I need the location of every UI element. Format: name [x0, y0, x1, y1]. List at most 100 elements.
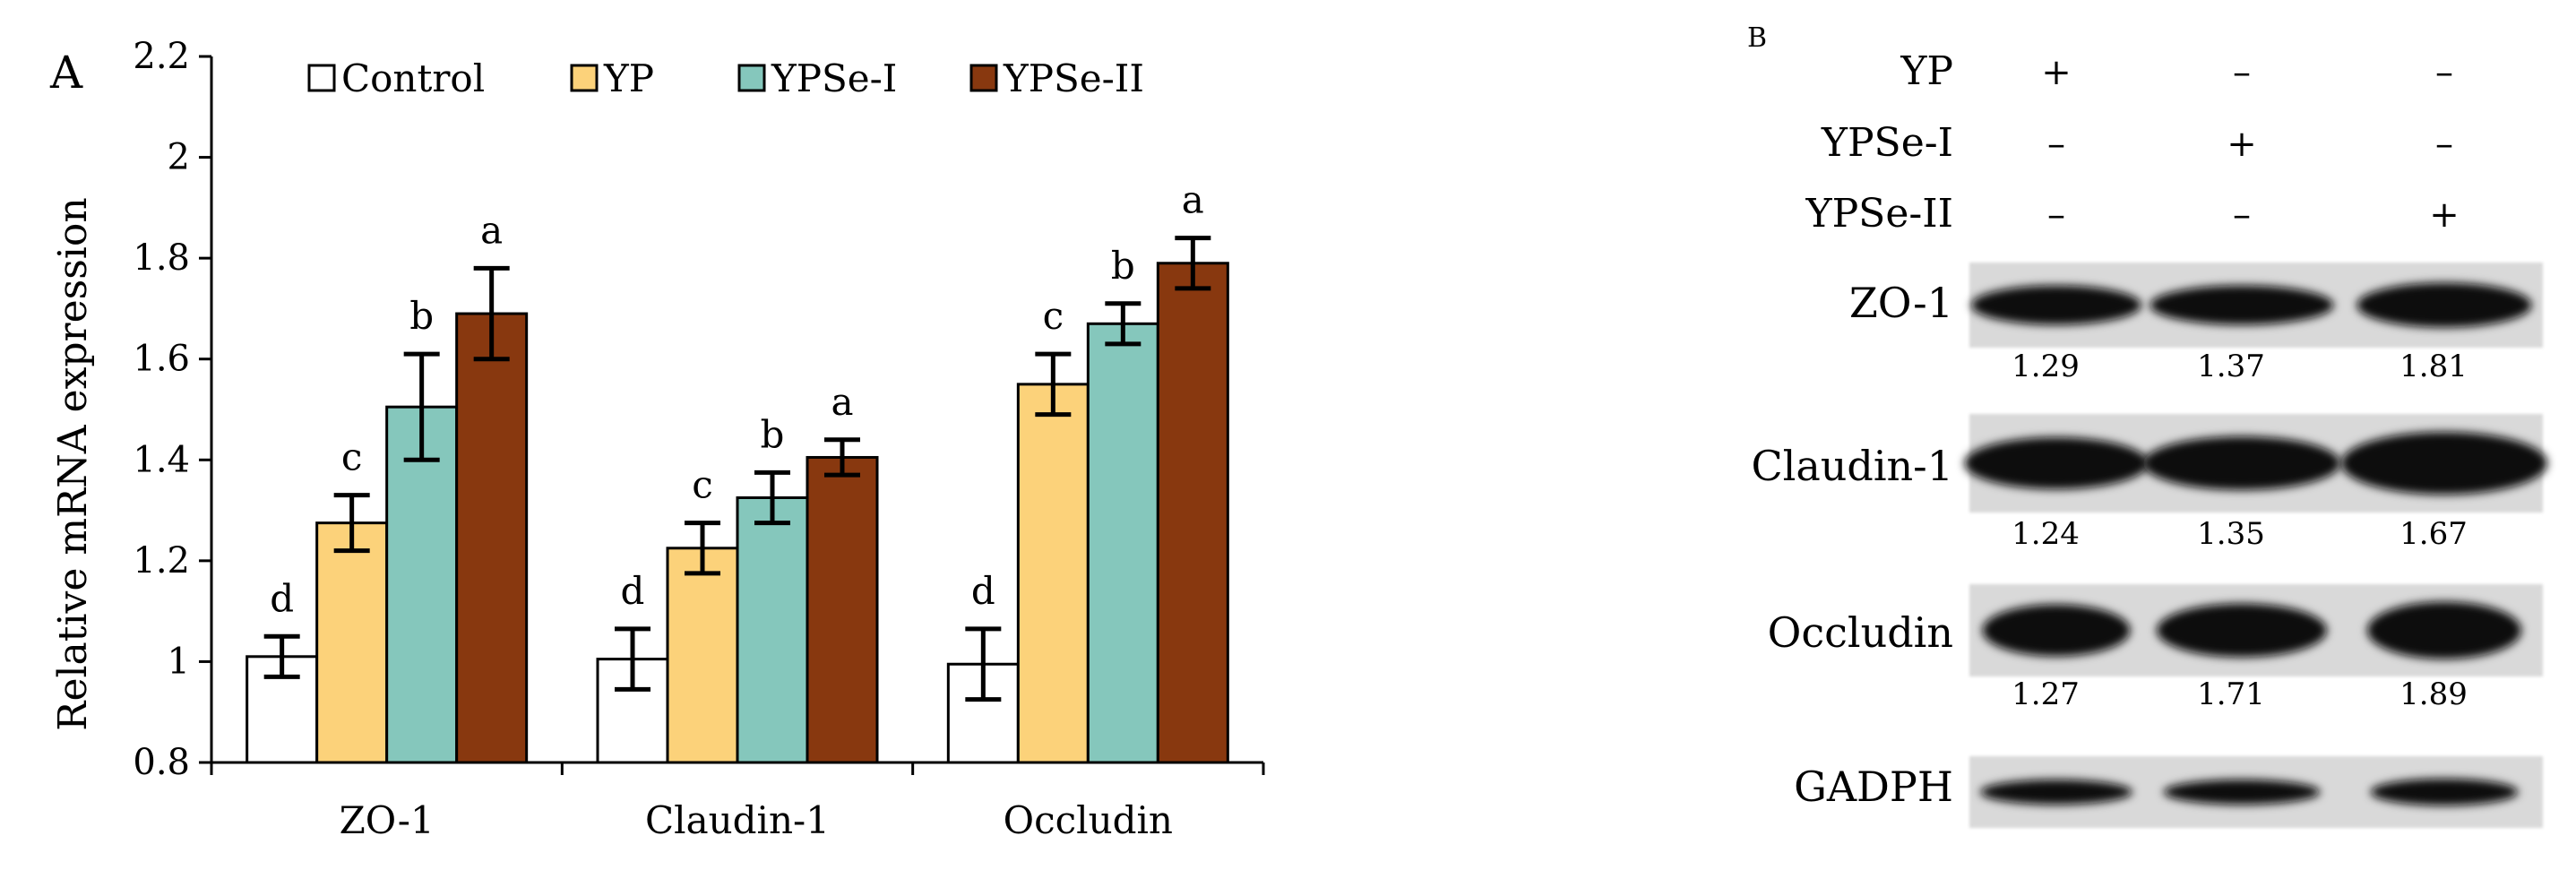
- blot-protein-label: GADPH: [1794, 762, 1953, 811]
- panel-b-western-blot: B YP + – – YPSe-I – + – YPSe-II – – + ZO-1 1.29 1.37 1…: [1747, 22, 2547, 828]
- bar-yp-occludin: [1016, 383, 1090, 764]
- treatment-label: YPSe-I: [1821, 120, 1953, 166]
- legend-label: YPSe-I: [771, 56, 897, 100]
- blot-protein-label: ZO-1: [1849, 279, 1953, 327]
- bar-ypse-i-occludin: [1086, 322, 1159, 764]
- error-bar: [1105, 301, 1142, 347]
- legend-swatch-control: [307, 64, 336, 92]
- significance-letter: b: [409, 294, 434, 338]
- error-bar: [615, 626, 650, 692]
- blot-claudin-1: Claudin-1 1.24 1.35 1.67: [1751, 414, 2547, 552]
- legend-label: YPSe-II: [1003, 56, 1144, 100]
- significance-letter: d: [621, 569, 645, 613]
- significance-letter: b: [1111, 244, 1135, 288]
- significance-letter: d: [971, 569, 995, 613]
- treatment-table: YP + – – YPSe-I – + – YPSe-II – – +: [1805, 48, 2460, 237]
- blot-strips: ZO-1 1.29 1.37 1.81 Claudin-1 1.24 1.35 1.67 Occ…: [1751, 263, 2547, 828]
- blot-band: [2367, 601, 2521, 659]
- y-tick-label: 1.8: [133, 237, 190, 279]
- significance-letter: b: [761, 412, 785, 456]
- treatment-label: YPSe-II: [1805, 191, 1953, 237]
- y-tick-label: 1.2: [133, 540, 190, 581]
- blot-band: [1964, 437, 2149, 489]
- y-tick-label: 0.8: [133, 742, 190, 783]
- blot-zo-1: ZO-1 1.29 1.37 1.81: [1849, 263, 2543, 384]
- treatment-sign: +: [2429, 194, 2460, 236]
- significance-letter: a: [1182, 178, 1204, 222]
- blot-band: [2150, 285, 2334, 325]
- legend-label: Control: [341, 56, 485, 100]
- band-intensity-value: 1.81: [2399, 349, 2468, 384]
- blot-band: [2157, 603, 2327, 658]
- blot-band: [2356, 282, 2532, 328]
- treatment-sign: +: [2041, 52, 2072, 93]
- treatment-label: YP: [1900, 48, 1953, 94]
- blot-occludin: Occludin 1.27 1.71 1.89: [1768, 584, 2543, 712]
- significance-letter: d: [270, 576, 294, 620]
- bar-ypse-i-zo-1: [385, 405, 459, 764]
- error-bar: [263, 633, 300, 679]
- treatment-sign: –: [2233, 194, 2251, 236]
- legend-label: YP: [603, 56, 654, 100]
- bar-marks: d d d c c c b b b a a a: [246, 178, 1229, 764]
- blot-protein-label: Claudin-1: [1751, 442, 1953, 490]
- treatment-sign: –: [2435, 52, 2453, 93]
- blot-protein-label: Occludin: [1768, 608, 1953, 657]
- bar-ypse-ii-claudin-1: [806, 455, 879, 764]
- error-bar: [1035, 351, 1072, 418]
- panel-b-label: B: [1747, 22, 1767, 54]
- y-axis-title: Relative mRNA expression: [50, 197, 96, 730]
- x-axis-ticks: ZO-1 Claudin-1 Occludin: [210, 762, 1265, 842]
- y-tick-label: 1: [168, 641, 190, 682]
- bar-ypse-ii-occludin: [1156, 262, 1229, 764]
- panel-a-label: A: [49, 47, 83, 99]
- error-bar: [1175, 236, 1211, 291]
- treatment-sign: –: [2233, 52, 2251, 93]
- blot-band: [1980, 780, 2132, 805]
- y-tick-label: 2.2: [133, 36, 190, 77]
- band-intensity-value: 1.29: [2012, 349, 2080, 384]
- blot-gadph: GADPH: [1794, 756, 2543, 828]
- y-tick-label: 1.4: [133, 439, 190, 480]
- treatment-sign: –: [2047, 194, 2065, 236]
- blot-band: [1971, 285, 2141, 325]
- band-intensity-value: 1.27: [2012, 676, 2080, 712]
- y-tick-label: 1.6: [133, 339, 190, 380]
- bar-yp-zo-1: [315, 521, 389, 764]
- band-intensity-value: 1.67: [2399, 516, 2468, 552]
- error-bar: [965, 626, 1002, 702]
- band-intensity-value: 1.35: [2197, 516, 2265, 552]
- blot-band: [1982, 604, 2131, 657]
- treatment-sign: +: [2227, 124, 2257, 165]
- significance-letter: a: [480, 208, 503, 252]
- blot-band: [2143, 436, 2340, 490]
- band-intensity-value: 1.24: [2012, 516, 2080, 552]
- band-intensity-value: 1.89: [2399, 676, 2468, 712]
- legend-swatch-yp: [570, 64, 599, 92]
- significance-letter: c: [341, 435, 363, 479]
- bar-ypse-i-claudin-1: [736, 496, 809, 764]
- error-bar: [754, 469, 790, 526]
- y-tick-label: 2: [168, 137, 190, 178]
- significance-letter: c: [1043, 294, 1064, 338]
- band-intensity-value: 1.37: [2197, 349, 2265, 384]
- significance-letter: a: [831, 380, 853, 424]
- error-bar: [685, 521, 720, 576]
- band-intensity-value: 1.71: [2197, 676, 2265, 712]
- error-bar: [824, 437, 860, 478]
- significance-letter: c: [692, 463, 713, 507]
- error-bar: [403, 351, 440, 462]
- legend: Control YP YPSe-I YPSe-II: [307, 56, 1144, 100]
- x-category-label: ZO-1: [340, 798, 435, 842]
- blot-band: [2370, 779, 2519, 805]
- panel-a-bar-chart: A Relative mRNA expression 0.8 1 1.2 1.4 1.6…: [49, 36, 1265, 842]
- treatment-sign: –: [2435, 124, 2453, 165]
- legend-swatch-ypse-ii: [969, 64, 998, 92]
- error-bar: [333, 493, 370, 554]
- error-bar: [473, 265, 510, 362]
- bar-yp-claudin-1: [666, 547, 739, 764]
- treatment-sign: –: [2047, 124, 2065, 165]
- y-axis-ticks: 0.8 1 1.2 1.4 1.6 1.8 2 2.2: [133, 36, 211, 783]
- bar-ypse-ii-zo-1: [455, 312, 529, 764]
